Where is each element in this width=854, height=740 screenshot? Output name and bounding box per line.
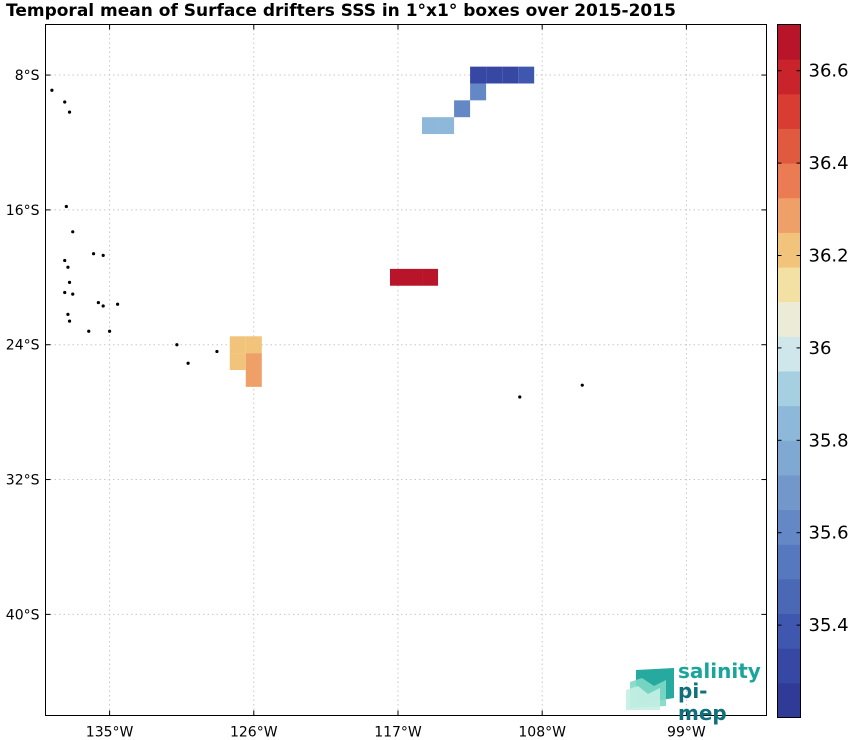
island-dot [101,253,105,257]
island-dot [67,319,72,323]
colorbar-swatch [777,301,801,337]
lon-tick-label: 99°W [667,725,706,740]
lat-tick-label: 32°S [6,473,40,489]
island-dot [63,258,67,263]
island-dot [67,280,72,284]
sss-cell [454,100,471,118]
sss-cell [502,66,519,84]
lat-tick-label: 24°S [6,338,40,354]
island-dot [518,395,522,399]
colorbar-tick-label: 35.8 [809,430,849,451]
colorbar-frame [777,24,801,718]
map-frame [45,24,767,716]
colorbar-tick-label: 36.6 [809,61,849,82]
sss-cell [438,117,455,135]
island-dot [50,88,54,92]
sss-cell [422,268,439,286]
sss-cell [245,370,262,387]
colorbar-swatch [777,93,801,129]
island-dot [63,290,67,295]
island-dot [64,204,68,209]
axis-ticks: 8°S 16°S 24°S 32°S 40°S 135°W 126°W 117°W 108°W 9… [6,24,767,740]
island-dot [71,230,75,234]
colorbar-swatch [777,232,801,268]
colorbar-tick-label: 36.4 [809,153,849,174]
colorbar-swatch [777,613,801,649]
colorbar-swatch [777,371,801,407]
colorbar-swatch [777,128,801,164]
island-dot [96,300,100,305]
lon-tick-label: 126°W [230,725,278,740]
lat-tick-label: 16°S [6,203,40,219]
island-dot [215,349,219,354]
island-dot [91,252,96,256]
sss-cell [245,336,262,354]
island-dot [175,343,179,347]
colorbar-swatch [777,544,801,580]
wave-logo-icon [626,668,674,710]
colorbar-swatch [777,509,801,545]
colorbar-tick-label: 35.6 [809,523,849,544]
island-dot [580,383,584,387]
island-dot [116,302,120,306]
colorbar-swatch [777,440,801,476]
colorbar-swatch [777,405,801,441]
colorbar-swatch [777,578,801,615]
sss-cell [470,66,487,84]
colorbar-swatch [777,267,801,303]
island-dot [67,110,72,114]
logo-text-salinity: salinity [678,659,761,683]
colorbar-swatch [777,336,801,372]
sss-cell [406,268,423,286]
sss-cell [422,117,439,135]
lon-tick-label: 135°W [86,725,134,740]
logo-text-pimep: pi-mep [678,679,727,725]
gridlines [45,24,767,716]
colorbar-tick-label: 36.2 [809,246,849,267]
island-dot [101,304,105,308]
island-dot [107,329,112,333]
island-dot [66,312,70,316]
colorbar-swatch [777,648,801,684]
colorbar: 35.4 35.6 35.8 36 36.2 36.4 36.6 [777,24,849,718]
colorbar-swatch [777,59,801,95]
island-dot [71,292,75,296]
island-dot [66,265,70,269]
sss-cells [229,66,535,387]
sss-cell [486,66,503,84]
island-dot [87,329,91,333]
island-dot [186,361,190,365]
lon-tick-label: 117°W [374,725,422,740]
sss-cell [470,83,487,101]
colorbar-swatch [777,197,801,233]
colorbar-swatch [777,163,801,199]
sss-cell [518,66,535,84]
colorbar-swatch [777,682,801,718]
colorbar-swatch [777,24,801,60]
sss-cell [229,353,246,370]
chart-title: Temporal mean of Surface drifters SSS in… [6,1,676,21]
sss-cell [389,268,406,286]
sss-cell [245,353,262,370]
islands [50,88,584,399]
colorbar-tick-label: 36 [809,338,832,359]
colorbar-swatch [777,474,801,511]
lon-tick-label: 108°W [518,725,566,740]
colorbar-tick-label: 35.4 [809,615,849,636]
salinity-pimep-logo: salinity pi-mep [626,660,761,724]
lat-tick-label: 40°S [6,607,40,623]
sss-cell [229,336,246,354]
island-dot [63,100,67,104]
lat-tick-label: 8°S [15,68,40,84]
